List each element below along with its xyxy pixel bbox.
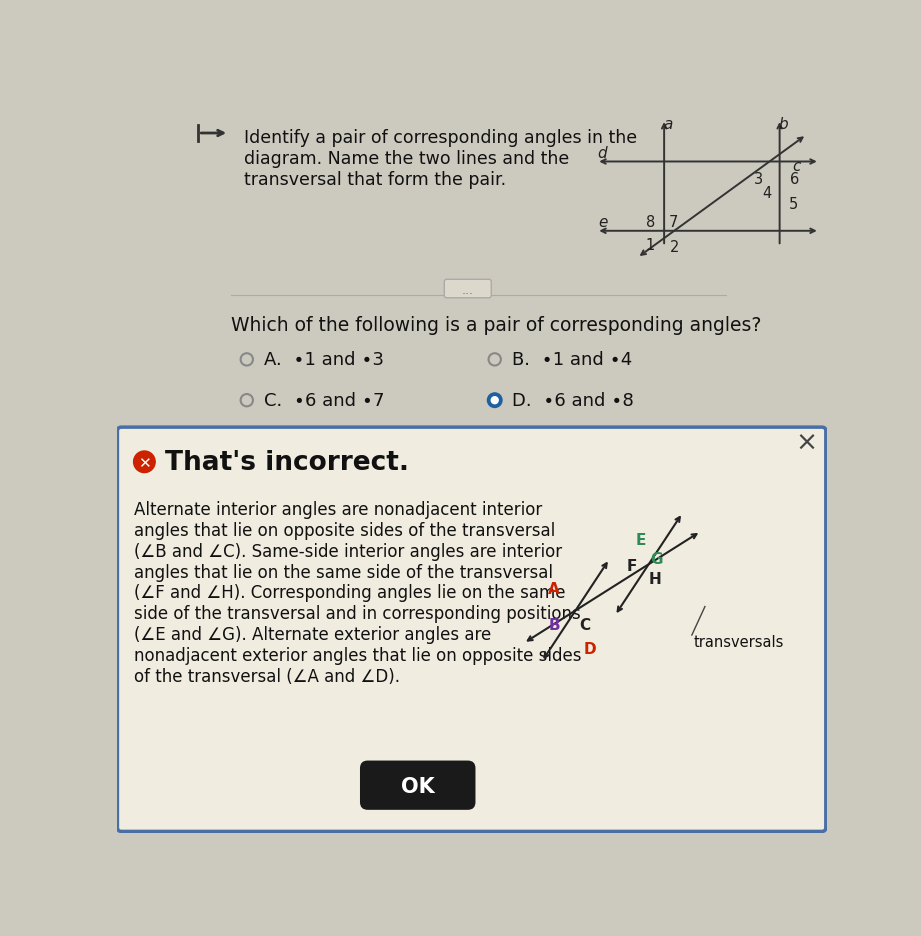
Text: OK: OK bbox=[401, 776, 435, 797]
Text: Identify a pair of corresponding angles in the
diagram. Name the two lines and t: Identify a pair of corresponding angles … bbox=[244, 129, 637, 189]
Circle shape bbox=[488, 394, 502, 408]
Text: angles that lie on the same side of the transversal: angles that lie on the same side of the … bbox=[134, 563, 554, 581]
Text: B.  ∙1 and ∙4: B. ∙1 and ∙4 bbox=[512, 351, 632, 369]
Text: 2: 2 bbox=[670, 240, 680, 255]
Text: B: B bbox=[548, 617, 560, 632]
FancyBboxPatch shape bbox=[444, 280, 491, 299]
Text: of the transversal (∠A and ∠D).: of the transversal (∠A and ∠D). bbox=[134, 666, 401, 685]
Text: That's incorrect.: That's incorrect. bbox=[165, 449, 409, 475]
Circle shape bbox=[491, 397, 498, 404]
Text: (∠F and ∠H). Corresponding angles lie on the same: (∠F and ∠H). Corresponding angles lie on… bbox=[134, 584, 565, 602]
Text: D: D bbox=[583, 642, 596, 657]
Text: e: e bbox=[598, 215, 607, 230]
Text: Alternate interior angles are nonadjacent interior: Alternate interior angles are nonadjacen… bbox=[134, 501, 542, 519]
FancyBboxPatch shape bbox=[118, 428, 826, 831]
Text: ×: × bbox=[796, 430, 818, 456]
Text: 6: 6 bbox=[790, 171, 799, 186]
Text: H: H bbox=[648, 571, 661, 586]
Text: A.  ∙1 and ∙3: A. ∙1 and ∙3 bbox=[263, 351, 384, 369]
Text: (∠E and ∠G). Alternate exterior angles are: (∠E and ∠G). Alternate exterior angles a… bbox=[134, 625, 492, 643]
Text: side of the transversal and in corresponding positions: side of the transversal and in correspon… bbox=[134, 605, 581, 622]
Text: b: b bbox=[778, 117, 788, 132]
Text: nonadjacent exterior angles that lie on opposite sides: nonadjacent exterior angles that lie on … bbox=[134, 646, 582, 665]
Text: a: a bbox=[663, 117, 672, 132]
Text: transversals: transversals bbox=[694, 634, 784, 649]
Text: E: E bbox=[635, 533, 647, 548]
Text: 7: 7 bbox=[669, 215, 678, 230]
Text: angles that lie on opposite sides of the transversal: angles that lie on opposite sides of the… bbox=[134, 521, 555, 539]
Text: D.  ∙6 and ∙8: D. ∙6 and ∙8 bbox=[512, 392, 634, 410]
Text: 4: 4 bbox=[763, 185, 772, 200]
Text: G: G bbox=[650, 551, 663, 566]
Text: 8: 8 bbox=[646, 215, 655, 230]
Text: ✕: ✕ bbox=[138, 456, 151, 471]
Text: (∠B and ∠C). Same-side interior angles are interior: (∠B and ∠C). Same-side interior angles a… bbox=[134, 542, 563, 561]
Text: A: A bbox=[548, 581, 560, 597]
Text: 5: 5 bbox=[789, 197, 799, 212]
Text: C.  ∙6 and ∙7: C. ∙6 and ∙7 bbox=[263, 392, 384, 410]
Text: c: c bbox=[792, 159, 800, 174]
Text: 1: 1 bbox=[646, 238, 655, 253]
Text: F: F bbox=[626, 559, 637, 574]
Text: C: C bbox=[579, 617, 590, 632]
Text: 3: 3 bbox=[753, 171, 763, 186]
Text: d: d bbox=[598, 146, 607, 161]
Text: Which of the following is a pair of corresponding angles?: Which of the following is a pair of corr… bbox=[231, 316, 762, 335]
Text: ...: ... bbox=[461, 284, 473, 297]
Circle shape bbox=[134, 451, 155, 473]
FancyBboxPatch shape bbox=[360, 761, 475, 810]
